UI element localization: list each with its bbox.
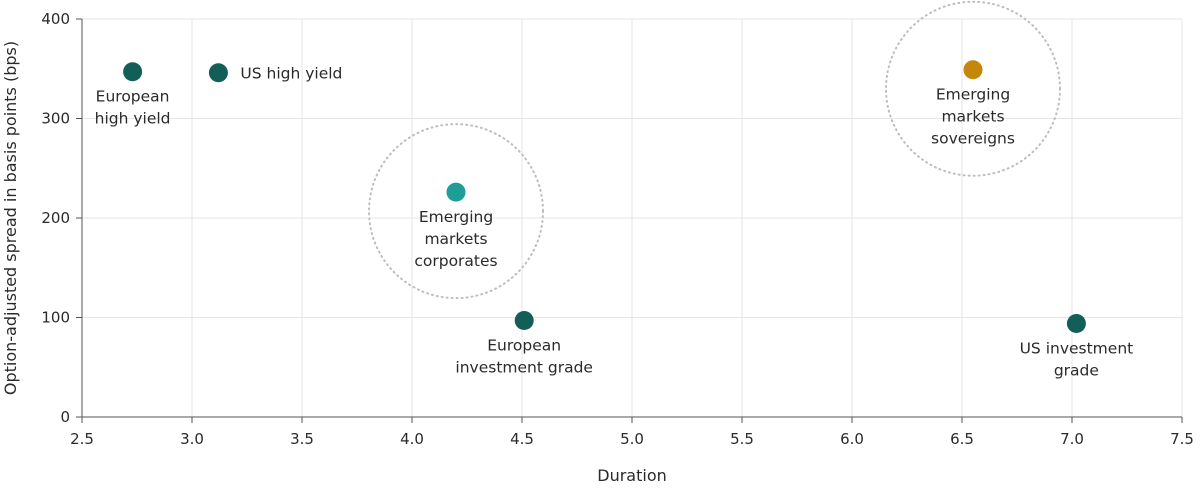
x-tick-label: 5.0 xyxy=(620,430,644,448)
point-label: sovereigns xyxy=(931,130,1015,148)
highlight-ring xyxy=(368,123,544,300)
point-label: markets xyxy=(941,108,1004,126)
y-tick-label: 100 xyxy=(41,309,70,327)
point-label: European xyxy=(96,88,170,106)
data-point xyxy=(123,62,143,82)
data-point xyxy=(1066,313,1086,333)
y-tick-label: 200 xyxy=(41,209,70,227)
data-point xyxy=(963,60,983,80)
x-tick-label: 2.5 xyxy=(70,430,94,448)
x-tick-label: 4.0 xyxy=(400,430,424,448)
point-label: corporates xyxy=(414,252,497,270)
point-label: Emerging xyxy=(419,208,493,226)
point-label: grade xyxy=(1054,361,1099,379)
x-tick-label: 7.5 xyxy=(1170,430,1194,448)
x-tick-label: 6.5 xyxy=(950,430,974,448)
x-tick-label: 6.0 xyxy=(840,430,864,448)
point-label: Emerging xyxy=(936,86,1010,104)
point-label: investment grade xyxy=(455,358,593,376)
y-tick-label: 0 xyxy=(60,408,70,426)
x-tick-label: 3.0 xyxy=(180,430,204,448)
highlight-rings xyxy=(368,0,1061,300)
point-label: US investment xyxy=(1020,339,1134,357)
point-label: European xyxy=(487,336,561,354)
data-point xyxy=(208,63,228,83)
grid xyxy=(82,18,1183,417)
data-point xyxy=(446,182,466,202)
x-tick-label: 7.0 xyxy=(1060,430,1084,448)
x-tick-label: 3.5 xyxy=(290,430,314,448)
data-point xyxy=(514,310,534,330)
x-tick-label: 4.5 xyxy=(510,430,534,448)
highlight-ring xyxy=(885,0,1061,177)
point-label: markets xyxy=(424,230,487,248)
y-tick-label: 400 xyxy=(41,10,70,28)
x-tick-label: 5.5 xyxy=(730,430,754,448)
y-tick-label: 300 xyxy=(41,110,70,128)
y-axis-title: Option-adjusted spread in basis points (… xyxy=(1,41,20,395)
point-label: US high yield xyxy=(240,65,342,83)
x-axis-title: Duration xyxy=(597,466,667,485)
axes: 2.5 3.0 3.5 4.0 4.5 5.0 5.5 6.0 6.5 7.0 7.5 0 100 200… xyxy=(41,10,1194,448)
data-points: European high yield US high yield Emerging m… xyxy=(95,60,1134,379)
point-label: high yield xyxy=(95,110,171,128)
